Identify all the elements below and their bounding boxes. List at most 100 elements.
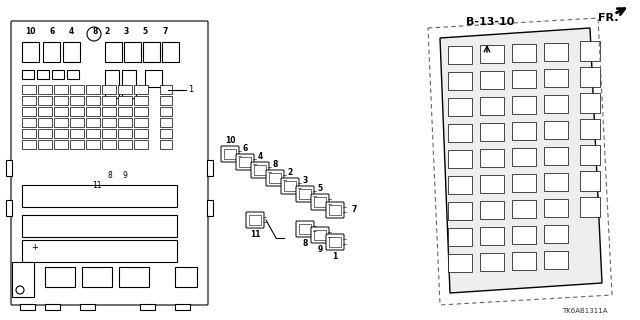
Text: 5: 5 <box>317 184 323 193</box>
Bar <box>580 146 600 165</box>
Bar <box>22 215 177 237</box>
Bar <box>512 44 536 62</box>
Bar <box>448 202 472 220</box>
Bar <box>512 226 536 244</box>
Circle shape <box>87 27 101 41</box>
Bar <box>118 118 132 127</box>
Bar <box>70 118 84 127</box>
Bar <box>448 228 472 246</box>
Bar <box>544 68 568 87</box>
Text: 7: 7 <box>163 27 168 36</box>
Bar <box>82 267 112 287</box>
Text: 6: 6 <box>243 144 248 153</box>
Bar <box>140 304 155 310</box>
Bar <box>480 45 504 63</box>
Text: 1: 1 <box>332 252 338 261</box>
Bar <box>480 253 504 271</box>
Bar <box>239 157 251 167</box>
Bar <box>224 149 236 159</box>
Bar <box>480 227 504 245</box>
Text: 9: 9 <box>317 245 323 254</box>
Bar <box>160 85 172 94</box>
Bar <box>70 140 84 149</box>
Bar <box>38 118 52 127</box>
FancyBboxPatch shape <box>296 186 314 202</box>
Bar <box>20 304 35 310</box>
Bar <box>86 96 100 105</box>
Text: 4: 4 <box>257 152 262 161</box>
Bar <box>22 85 36 94</box>
Bar <box>102 140 116 149</box>
Bar <box>118 129 132 138</box>
FancyBboxPatch shape <box>246 212 264 228</box>
Bar <box>160 129 172 138</box>
Bar <box>448 98 472 116</box>
Bar <box>22 42 39 62</box>
Text: B-13-10: B-13-10 <box>466 17 514 27</box>
FancyBboxPatch shape <box>281 178 299 194</box>
Text: 8: 8 <box>302 239 308 248</box>
Bar <box>207 200 213 216</box>
Text: 1: 1 <box>188 85 193 94</box>
Bar <box>63 42 80 62</box>
Bar <box>43 42 60 62</box>
Bar <box>105 42 122 62</box>
Text: 8: 8 <box>92 27 98 36</box>
Bar <box>86 118 100 127</box>
Bar <box>480 71 504 89</box>
Bar <box>580 42 600 61</box>
Bar <box>480 149 504 167</box>
Bar <box>544 172 568 191</box>
Bar <box>54 85 68 94</box>
Bar <box>45 304 60 310</box>
Bar <box>512 200 536 218</box>
Bar <box>299 224 311 234</box>
Bar <box>580 93 600 114</box>
FancyBboxPatch shape <box>311 227 329 243</box>
Bar <box>80 304 95 310</box>
Bar <box>480 123 504 141</box>
Bar <box>12 262 34 297</box>
FancyBboxPatch shape <box>311 194 329 210</box>
Bar <box>207 160 213 176</box>
Text: +: + <box>31 244 38 252</box>
Bar <box>512 174 536 192</box>
Bar <box>70 107 84 116</box>
Bar <box>54 140 68 149</box>
Bar <box>512 96 536 114</box>
Bar <box>22 240 177 262</box>
Bar <box>314 230 326 240</box>
FancyBboxPatch shape <box>11 21 208 305</box>
Bar <box>134 85 148 94</box>
Text: 5: 5 <box>143 27 148 36</box>
Bar <box>22 107 36 116</box>
Bar <box>22 140 36 149</box>
Bar <box>580 68 600 87</box>
Bar <box>37 70 49 79</box>
Bar <box>254 165 266 175</box>
Bar <box>544 251 568 268</box>
Bar <box>329 237 341 247</box>
Bar <box>314 197 326 207</box>
Bar <box>38 140 52 149</box>
Text: 11: 11 <box>250 230 260 239</box>
Bar <box>86 107 100 116</box>
Circle shape <box>28 241 42 255</box>
Bar <box>105 70 119 98</box>
Text: 11: 11 <box>92 180 102 189</box>
Bar <box>70 129 84 138</box>
Polygon shape <box>440 28 602 293</box>
Bar <box>22 96 36 105</box>
Bar <box>480 201 504 219</box>
Bar <box>299 189 311 199</box>
Bar <box>70 85 84 94</box>
Bar <box>249 215 261 225</box>
Bar <box>160 107 172 116</box>
Bar <box>6 200 12 216</box>
Bar <box>122 70 136 98</box>
Bar <box>86 140 100 149</box>
FancyBboxPatch shape <box>251 162 269 178</box>
Bar <box>480 97 504 115</box>
Text: TK6AB1311A: TK6AB1311A <box>563 308 608 314</box>
Bar <box>284 181 296 191</box>
